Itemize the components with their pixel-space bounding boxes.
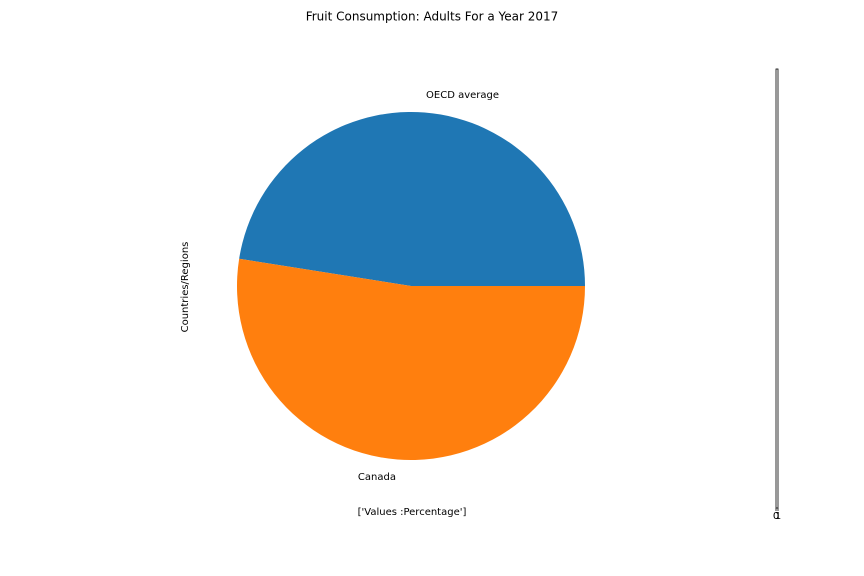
chart-title: Fruit Consumption: Adults For a Year 201… — [306, 10, 559, 24]
side-tick-label: 0 — [773, 511, 779, 522]
y-axis-label: Countries/Regions — [180, 242, 191, 333]
side-axis — [775, 68, 779, 509]
x-axis-label: ['Values :Percentage'] — [358, 507, 467, 518]
pie-slice — [239, 112, 586, 286]
pie-slice — [236, 258, 585, 461]
side-tick-label: 1 — [775, 511, 781, 522]
slice-label: Canada — [358, 472, 396, 483]
slice-label: OECD average — [426, 90, 499, 101]
